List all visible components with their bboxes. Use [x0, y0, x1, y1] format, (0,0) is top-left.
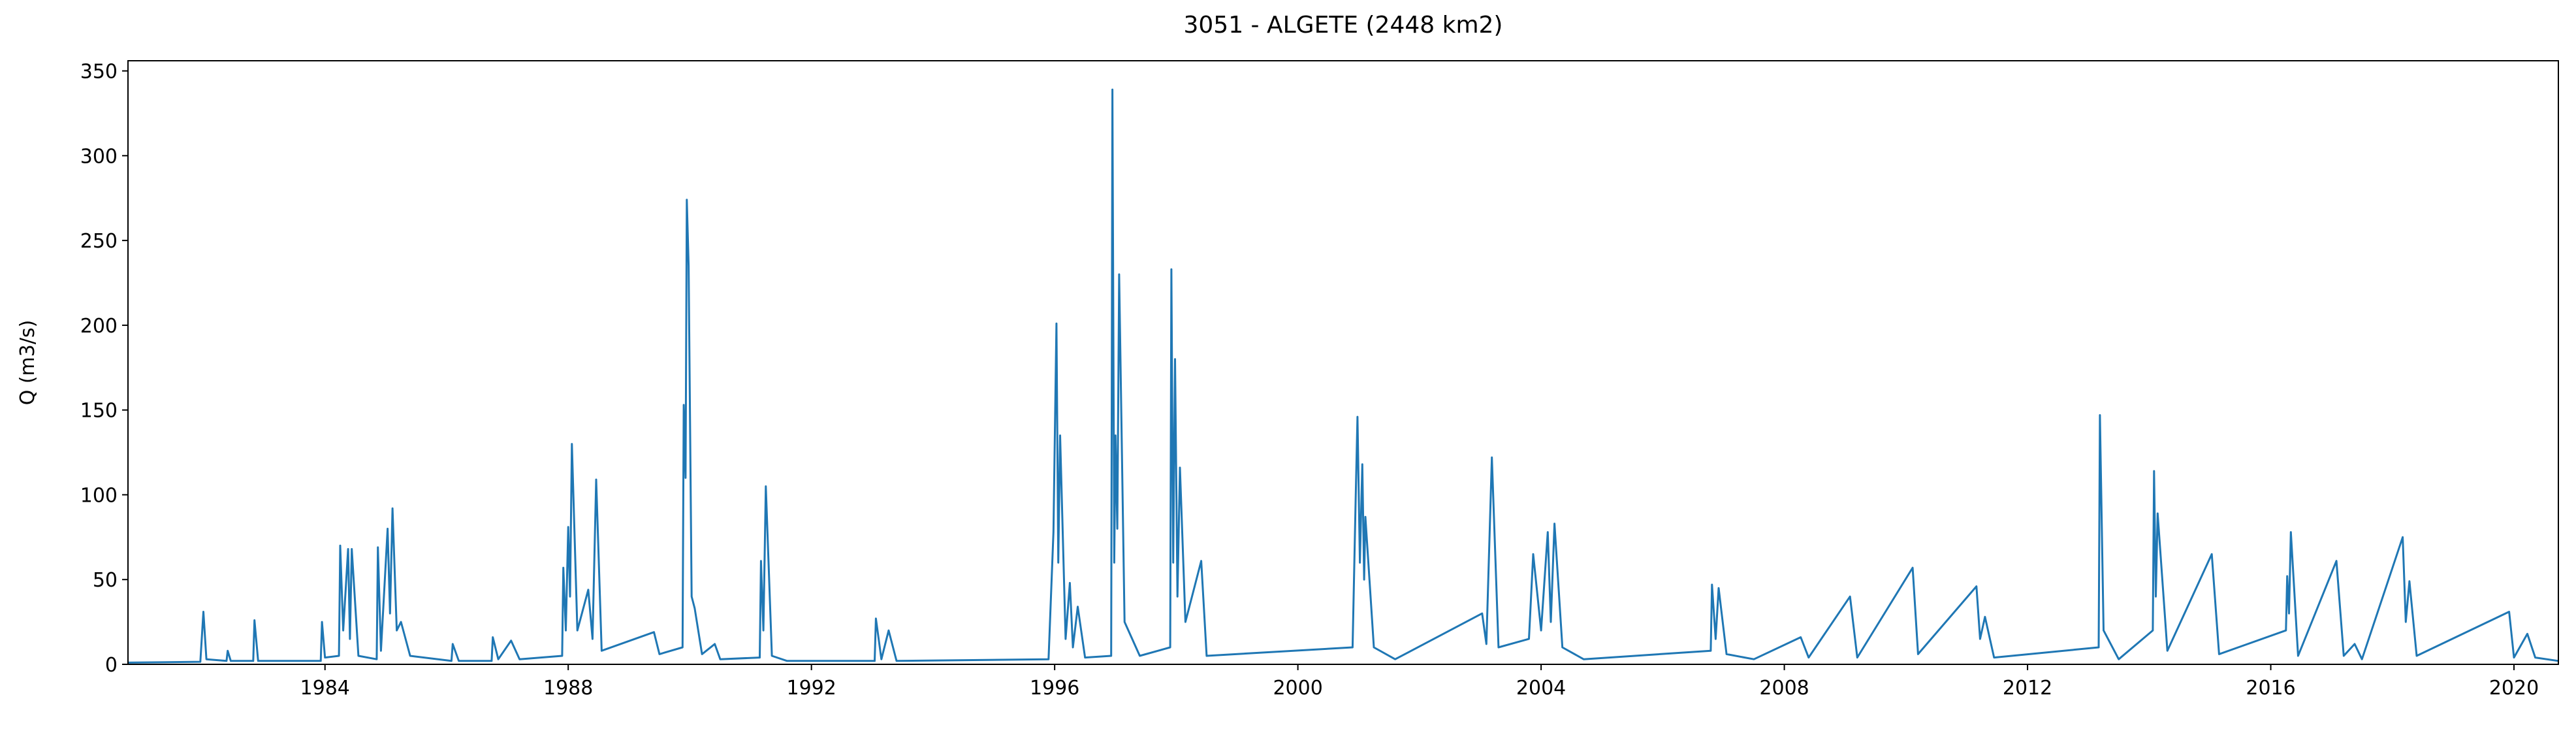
x-tick-label: 1988 — [543, 677, 593, 700]
y-tick-label: 300 — [80, 145, 118, 168]
y-tick-label: 200 — [80, 315, 118, 338]
y-tick-label: 350 — [80, 61, 118, 84]
flow-line — [127, 88, 2559, 664]
x-tick-label: 2008 — [1759, 677, 1809, 700]
x-tick-label: 2000 — [1273, 677, 1322, 700]
y-tick-label: 100 — [80, 484, 118, 507]
x-tick-label: 1984 — [300, 677, 350, 700]
x-tick-label: 1992 — [786, 677, 836, 700]
y-tick-label: 250 — [80, 230, 118, 253]
x-tick-label: 2020 — [2489, 677, 2539, 700]
x-tick-label: 2004 — [1516, 677, 1566, 700]
x-tick-label: 2016 — [2246, 677, 2295, 700]
y-tick-label: 150 — [80, 400, 118, 423]
x-tick-label: 2012 — [2003, 677, 2052, 700]
y-tick-label: 0 — [105, 654, 118, 677]
y-axis-label: Q (m3/s) — [16, 320, 39, 406]
plot-frame — [127, 60, 2559, 665]
y-tick-label: 50 — [93, 569, 118, 592]
x-tick-label: 1996 — [1030, 677, 1079, 700]
chart-title: 3051 - ALGETE (2448 km2) — [1184, 12, 1503, 39]
